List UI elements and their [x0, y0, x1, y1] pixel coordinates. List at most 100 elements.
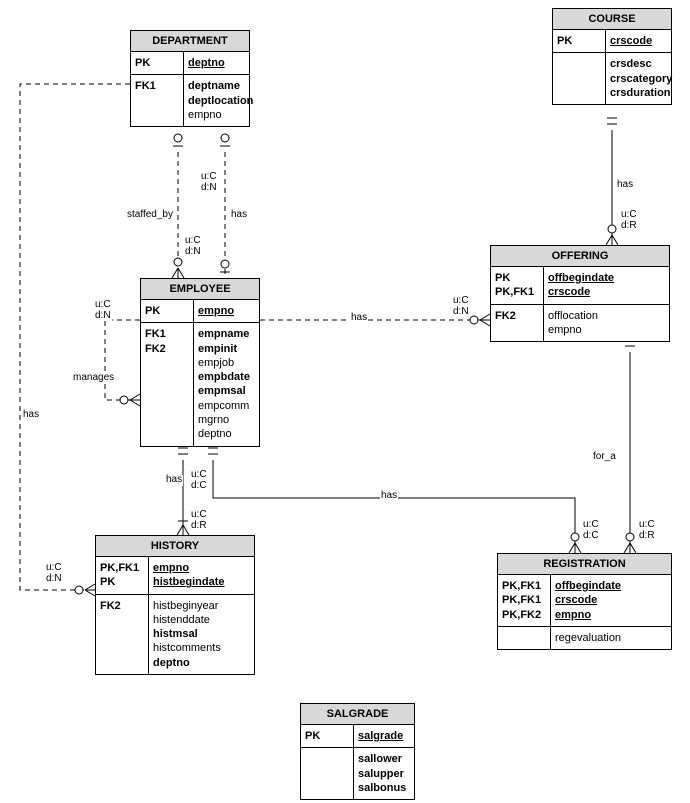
attribute: empcomm [198, 399, 255, 413]
attr-column: empnohistbegindate [149, 557, 254, 594]
attr-column: deptnamedeptlocationempno [184, 75, 257, 126]
entity-row: PK deptno [131, 52, 249, 75]
attribute: empno [548, 323, 665, 337]
er-diagram-canvas: DEPARTMENTPKdeptnoFK1deptnamedeptlocatio… [0, 0, 690, 803]
entity-row: FK1FK2empnameempinitempjobempbdateempmsa… [141, 323, 259, 445]
attribute: deptname [188, 79, 253, 93]
attribute: empno [188, 108, 253, 122]
edges-layer [0, 0, 690, 803]
attribute: salgrade [358, 729, 410, 743]
attribute: histbeginyear [153, 599, 250, 613]
attribute: deptno [188, 56, 245, 70]
attribute: deptlocation [188, 94, 253, 108]
attr-column: empno [194, 300, 259, 322]
cardinality-label: u:Cd:N [200, 172, 218, 193]
entity-title: OFFERING [491, 246, 669, 267]
entity-course: COURSEPK crscode crsdesccrscategorycrsdura… [552, 8, 672, 105]
attribute: histbegindate [153, 575, 250, 589]
key-column: PK [553, 30, 606, 52]
relationship-label: has [380, 491, 398, 502]
entity-row: FK2offlocationempno [491, 305, 669, 342]
attribute: empinit [198, 342, 255, 356]
key-column [301, 748, 354, 799]
entity-title: SALGRADE [301, 704, 414, 725]
attr-column: offbegindatecrscodeempno [551, 575, 671, 626]
attr-column: empnameempinitempjobempbdateempmsalempco… [194, 323, 259, 445]
relationship-label: has [22, 410, 40, 421]
attr-column: regevaluation [551, 627, 671, 649]
entity-title: EMPLOYEE [141, 279, 259, 300]
attribute: histcomments [153, 641, 250, 655]
attribute: crscategory [610, 72, 672, 86]
entity-row: PK crscode [553, 30, 671, 53]
relationship-label: has [165, 475, 183, 486]
entity-row: regevaluation [498, 627, 671, 649]
attr-column: offlocationempno [544, 305, 669, 342]
entity-registration: REGISTRATIONPK,FK1PK,FK1PK,FK2offbeginda… [497, 553, 672, 650]
attr-column: crsdesccrscategorycrsduration [606, 53, 676, 104]
entity-row: sallowersaluppersalbonus [301, 748, 414, 799]
attribute: mgrno [198, 413, 255, 427]
cardinality-label: u:Cd:N [94, 300, 112, 321]
attribute: deptno [153, 656, 250, 670]
attr-column: deptno [184, 52, 249, 74]
attribute: crsduration [610, 86, 672, 100]
entity-row: PK salgrade [301, 725, 414, 748]
attribute: empno [153, 561, 250, 575]
relationship-label: has [350, 313, 368, 324]
entity-offering: OFFERINGPKPK,FK1offbegindatecrscodeFK2of… [490, 245, 670, 342]
entity-row: PKPK,FK1offbegindatecrscode [491, 267, 669, 305]
attr-column: sallowersaluppersalbonus [354, 748, 414, 799]
entity-department: DEPARTMENTPK deptno FK1 deptnamedeptlocatio… [130, 30, 250, 127]
key-column: PKPK,FK1 [491, 267, 544, 304]
attribute: empjob [198, 356, 255, 370]
attribute: crscode [548, 285, 665, 299]
attribute: salbonus [358, 781, 410, 795]
attribute: crscode [555, 593, 667, 607]
entity-title: REGISTRATION [498, 554, 671, 575]
cardinality-label: u:Cd:N [452, 296, 470, 317]
entity-title: DEPARTMENT [131, 31, 249, 52]
attribute: empno [198, 304, 255, 318]
key-column: FK1FK2 [141, 323, 194, 445]
relationship-label: has [230, 210, 248, 221]
key-column [553, 53, 606, 104]
entity-employee: EMPLOYEEPK empno FK1FK2empnameempinitempjo… [140, 278, 260, 447]
cardinality-label: u:Cd:N [184, 236, 202, 257]
attr-column: offbegindatecrscode [544, 267, 669, 304]
attribute: histenddate [153, 613, 250, 627]
attr-column: salgrade [354, 725, 414, 747]
entity-row: FK2 histbeginyearhistenddatehistmsalhistc… [96, 595, 254, 674]
attribute: crscode [610, 34, 667, 48]
attribute: regevaluation [555, 631, 667, 645]
cardinality-label: u:Cd:N [45, 563, 63, 584]
attribute: empmsal [198, 384, 255, 398]
entity-row: PK empno [141, 300, 259, 323]
key-column: PK,FK1PK [96, 557, 149, 594]
attribute: offbegindate [548, 271, 665, 285]
key-column [498, 627, 551, 649]
key-column: FK1 [131, 75, 184, 126]
entity-title: COURSE [553, 9, 671, 30]
attribute: histmsal [153, 627, 250, 641]
attribute: offbegindate [555, 579, 667, 593]
key-column: FK2 [96, 595, 149, 674]
cardinality-label: u:Cd:C [190, 470, 208, 491]
attribute: empbdate [198, 370, 255, 384]
entity-title: HISTORY [96, 536, 254, 557]
attribute: deptno [198, 427, 255, 441]
entity-row: crsdesccrscategorycrsduration [553, 53, 671, 104]
attribute: crsdesc [610, 57, 672, 71]
key-column: FK2 [491, 305, 544, 342]
relationship-label: for_a [592, 452, 617, 463]
attribute: salupper [358, 767, 410, 781]
key-column: PK [131, 52, 184, 74]
key-column: PK [301, 725, 354, 747]
relationship-label: manages [72, 373, 115, 384]
entity-history: HISTORYPK,FK1PKempnohistbegindateFK2hist… [95, 535, 255, 675]
attr-column: crscode [606, 30, 671, 52]
entity-salgrade: SALGRADEPK salgrade sallowersaluppersalbon… [300, 703, 415, 800]
cardinality-label: u:Cd:C [582, 520, 600, 541]
key-column: PK [141, 300, 194, 322]
entity-row: PK,FK1PKempnohistbegindate [96, 557, 254, 595]
